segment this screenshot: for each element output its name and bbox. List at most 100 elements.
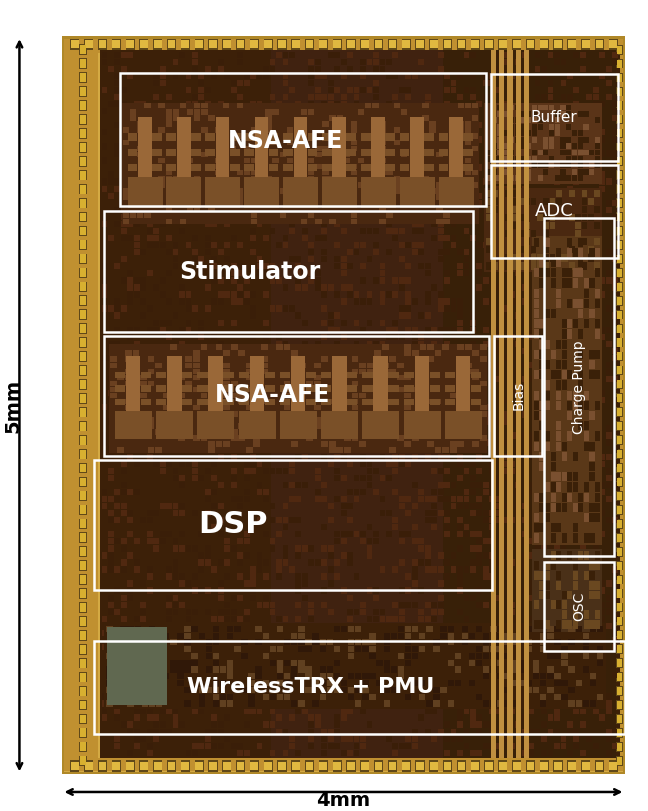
Bar bbox=[159, 73, 165, 79]
Bar bbox=[437, 594, 443, 601]
Bar bbox=[612, 637, 618, 643]
Bar bbox=[393, 150, 399, 157]
Bar bbox=[336, 170, 343, 175]
Bar bbox=[568, 701, 575, 706]
Bar bbox=[80, 491, 86, 500]
Bar bbox=[354, 136, 360, 143]
Bar bbox=[391, 667, 397, 672]
Bar bbox=[130, 164, 136, 169]
Bar bbox=[278, 41, 286, 49]
Bar bbox=[224, 362, 230, 368]
Bar bbox=[205, 468, 211, 474]
Bar bbox=[573, 136, 579, 143]
Bar bbox=[539, 370, 544, 380]
Bar bbox=[586, 736, 592, 742]
Bar bbox=[476, 418, 482, 425]
Bar bbox=[244, 170, 250, 175]
Bar bbox=[528, 587, 534, 594]
Bar bbox=[480, 345, 487, 350]
Bar bbox=[334, 714, 340, 721]
Bar bbox=[617, 603, 622, 611]
Bar bbox=[291, 417, 298, 423]
Bar bbox=[185, 667, 191, 672]
Bar bbox=[443, 219, 450, 224]
Bar bbox=[554, 639, 561, 646]
Bar bbox=[476, 653, 482, 659]
Bar bbox=[250, 761, 259, 772]
Bar bbox=[179, 397, 185, 403]
Bar bbox=[406, 510, 411, 517]
Bar bbox=[360, 327, 366, 333]
Bar bbox=[178, 633, 183, 638]
Bar bbox=[265, 139, 272, 145]
Bar bbox=[334, 693, 340, 700]
Bar bbox=[492, 118, 497, 123]
Bar bbox=[134, 235, 140, 241]
Bar bbox=[231, 171, 237, 178]
Bar bbox=[534, 350, 539, 359]
Bar bbox=[593, 327, 599, 333]
Bar bbox=[133, 441, 139, 447]
Bar bbox=[79, 463, 87, 474]
Bar bbox=[406, 291, 411, 298]
Bar bbox=[185, 298, 191, 305]
Bar bbox=[231, 387, 238, 393]
Bar bbox=[321, 73, 327, 79]
Bar bbox=[263, 263, 269, 269]
Bar bbox=[444, 207, 450, 213]
Bar bbox=[463, 637, 469, 643]
Bar bbox=[284, 429, 290, 435]
Bar bbox=[386, 134, 393, 139]
Bar bbox=[457, 441, 464, 447]
Bar bbox=[328, 362, 334, 368]
Bar bbox=[593, 418, 599, 425]
Bar bbox=[412, 144, 418, 149]
Bar bbox=[146, 707, 152, 714]
Bar bbox=[215, 134, 222, 139]
Bar bbox=[336, 127, 343, 133]
Bar bbox=[465, 345, 472, 350]
Bar bbox=[476, 510, 482, 517]
Bar bbox=[334, 291, 340, 298]
Bar bbox=[545, 590, 550, 599]
Bar bbox=[599, 714, 605, 721]
Bar bbox=[590, 590, 594, 599]
Bar bbox=[470, 87, 476, 93]
Bar bbox=[341, 425, 347, 431]
Bar bbox=[431, 736, 437, 742]
Bar bbox=[334, 404, 340, 410]
Bar bbox=[548, 581, 553, 587]
Bar bbox=[211, 186, 217, 192]
Bar bbox=[185, 357, 192, 362]
Bar bbox=[386, 103, 393, 109]
Bar bbox=[121, 101, 127, 107]
Bar bbox=[263, 291, 269, 298]
Bar bbox=[153, 327, 159, 333]
Bar bbox=[198, 665, 204, 672]
Bar bbox=[412, 679, 418, 685]
Bar bbox=[354, 573, 360, 580]
Bar bbox=[498, 105, 503, 110]
Bar bbox=[465, 368, 472, 374]
Bar bbox=[128, 693, 134, 700]
Bar bbox=[457, 41, 465, 49]
Bar bbox=[548, 390, 553, 397]
Bar bbox=[575, 222, 581, 230]
Bar bbox=[498, 761, 507, 772]
Bar bbox=[515, 175, 520, 181]
Bar bbox=[121, 503, 127, 509]
Bar bbox=[98, 39, 107, 50]
Bar bbox=[422, 158, 428, 163]
Bar bbox=[327, 687, 333, 693]
Bar bbox=[354, 341, 360, 347]
Bar bbox=[567, 432, 573, 439]
Bar bbox=[80, 296, 86, 305]
Bar bbox=[450, 150, 456, 157]
Bar bbox=[617, 478, 622, 486]
Bar bbox=[612, 214, 618, 220]
Bar bbox=[142, 701, 148, 706]
Bar bbox=[548, 150, 553, 157]
Bar bbox=[134, 440, 140, 446]
Bar bbox=[597, 626, 603, 632]
Bar bbox=[595, 298, 600, 308]
